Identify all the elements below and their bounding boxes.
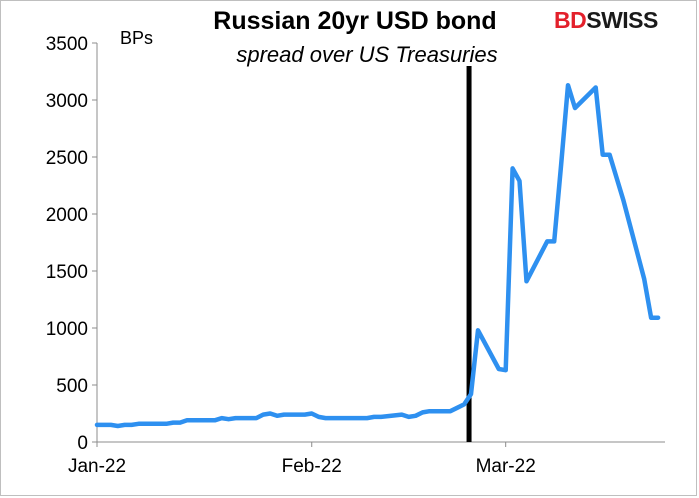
y-tick-label: 2500 <box>46 148 88 169</box>
logo-part-bd: BD <box>554 6 587 33</box>
y-tick-label: 1000 <box>46 319 88 340</box>
y-tick-label: 500 <box>56 376 88 397</box>
x-tick-label: Mar-22 <box>476 456 536 477</box>
chart-subtitle: spread over US Treasuries <box>236 42 497 67</box>
y-tick-label: 0 <box>77 433 88 454</box>
x-tick-label: Jan-22 <box>68 456 126 477</box>
chart-title: Russian 20yr USD bond <box>213 7 496 35</box>
y-tick-label: 3500 <box>46 34 88 55</box>
y-tick-label: 1500 <box>46 262 88 283</box>
x-tick-label: Feb-22 <box>282 456 342 477</box>
logo-part-swiss: SWISS <box>586 6 658 33</box>
y-tick-label: 2000 <box>46 205 88 226</box>
brand-logo: BD SWISS <box>554 6 658 34</box>
chart-marks <box>94 66 661 442</box>
series-line <box>94 82 661 429</box>
y-unit-label: BPs <box>120 28 153 48</box>
y-tick-label: 3000 <box>46 91 88 112</box>
axes: 0 500 1000 1500 2000 2500 3000 3500 Jan-22 Feb-22… <box>46 34 665 477</box>
